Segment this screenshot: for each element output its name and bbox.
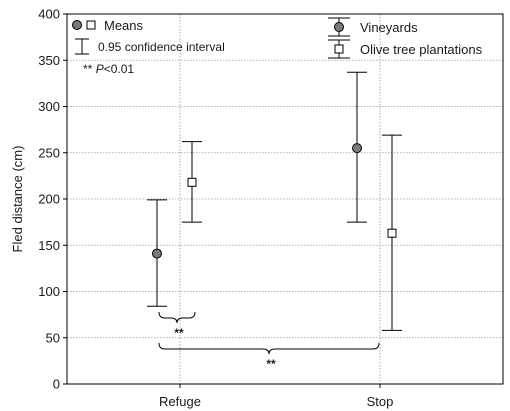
series-group [147,71,402,331]
y-tick-label: 250 [38,145,60,160]
y-tick-label: 0 [53,377,60,392]
x-axis: Refuge Stop [159,384,393,409]
legend-olive-label: Olive tree plantations [360,42,483,57]
y-tick-label: 150 [38,238,60,253]
legend-vineyards-label: Vineyards [360,20,418,35]
brace-vineyards [158,342,380,355]
y-tick-label: 100 [38,284,60,299]
legend-vineyards-icon [328,17,350,37]
y-tick-label: 50 [46,330,60,345]
y-tick-label: 300 [38,99,60,114]
brace-refuge [158,311,196,324]
x-tick-label: Refuge [159,394,201,409]
legend-significance-label: ** P<0.01 [83,62,134,76]
y-tick-label: 200 [38,192,60,207]
legend-series: Vineyards Olive tree plantations [328,17,483,59]
y-axis-label: Fled distance (cm) [10,146,25,253]
sig-label-refuge: ** [174,326,184,340]
y-axis: 0 50 100 150 200 250 300 350 400 [38,7,67,392]
legend-means-ci: Means 0.95 confidence interval ** P<0.01 [72,18,225,76]
y-tick-label: 400 [38,7,60,22]
ci-icon [75,38,89,55]
gridlines [67,14,503,384]
mean-point-vineyards [152,248,162,259]
legend-olive-icon [328,39,350,59]
mean-point-olive-tree-plantations [187,177,197,187]
significance-brackets [158,311,380,355]
y-tick-label: 350 [38,53,60,68]
legend-ci-label: 0.95 confidence interval [98,40,225,54]
x-tick-label: Stop [367,394,394,409]
means-circle-icon [72,20,82,30]
mean-point-vineyards [352,143,362,154]
legend-means-label: Means [104,18,144,33]
means-square-icon [86,20,96,30]
sig-label-vineyards: ** [266,357,276,371]
mean-point-olive-tree-plantations [387,228,397,238]
